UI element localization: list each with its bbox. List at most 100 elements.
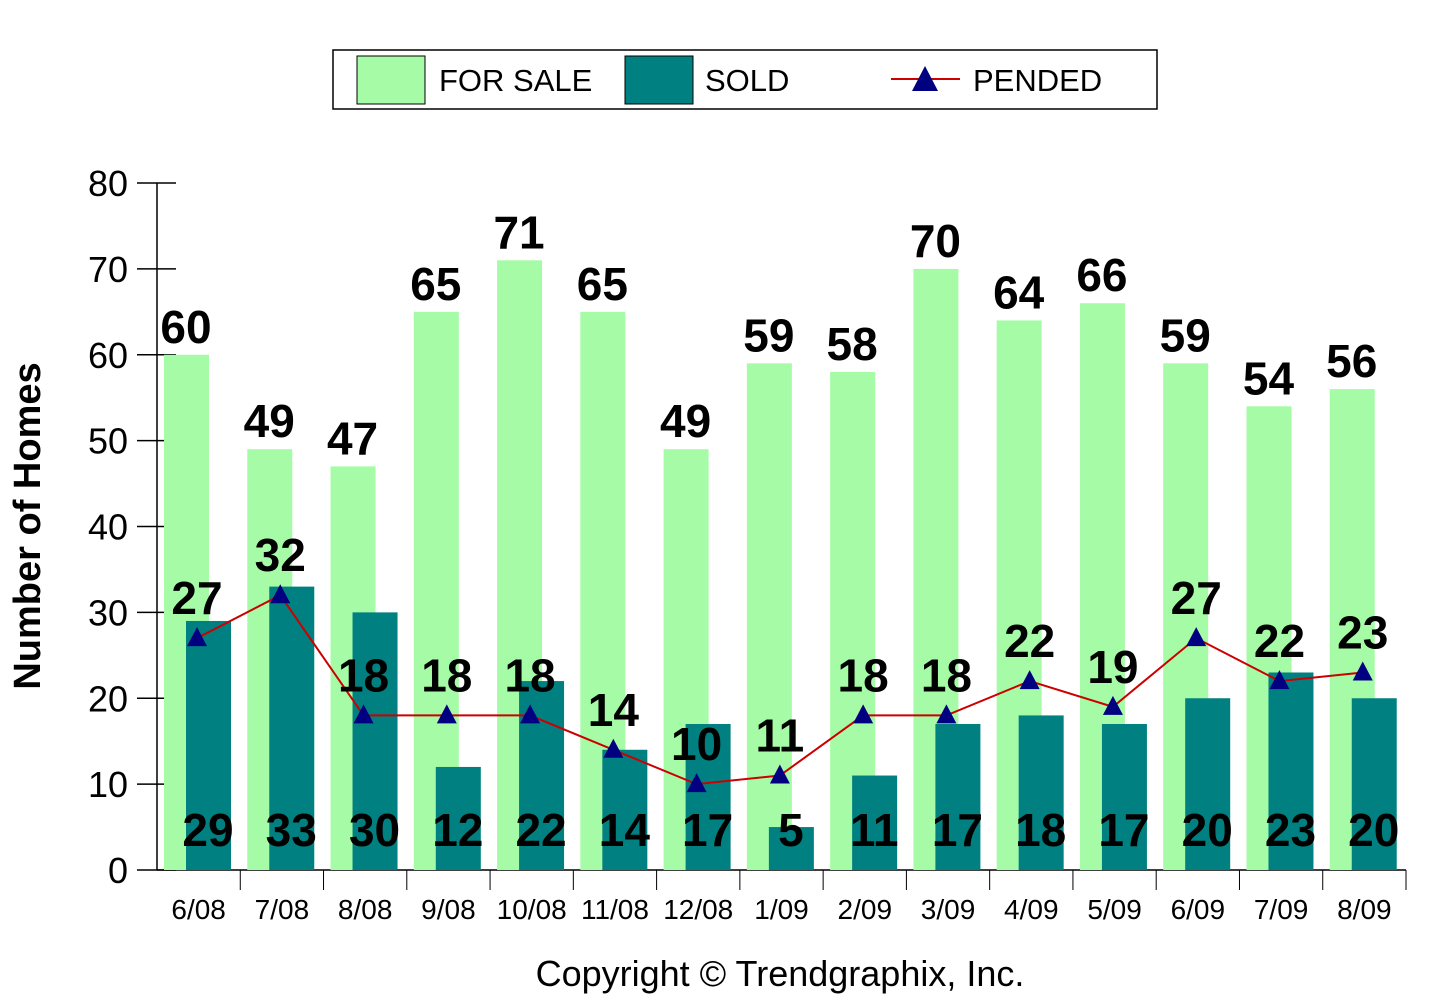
marker-pended — [353, 704, 374, 724]
y-tick-label: 70 — [88, 249, 128, 290]
bar-sold — [852, 775, 898, 870]
y-tick-label: 20 — [88, 678, 128, 719]
y-tick-label: 10 — [88, 764, 128, 805]
x-tick-label: 8/08 — [338, 894, 393, 925]
data-label-pended: 18 — [421, 649, 472, 701]
data-label-sold: 33 — [266, 804, 317, 856]
data-label-sold: 14 — [599, 804, 651, 856]
y-tick-label: 0 — [108, 850, 128, 891]
marker-pended — [936, 704, 957, 724]
data-label-for-sale: 64 — [993, 266, 1045, 318]
data-label-pended: 18 — [504, 649, 555, 701]
x-tick-label: 8/09 — [1337, 894, 1392, 925]
data-label-pended: 18 — [838, 649, 889, 701]
data-label-sold: 29 — [182, 804, 233, 856]
bar-sold — [935, 724, 981, 870]
x-tick-label: 4/09 — [1004, 894, 1059, 925]
y-tick-label: 60 — [88, 335, 128, 376]
data-label-pended: 18 — [921, 649, 972, 701]
marker-pended — [1019, 670, 1040, 690]
marker-pended — [769, 764, 790, 784]
data-label-sold: 20 — [1182, 804, 1233, 856]
y-tick-label: 30 — [88, 592, 128, 633]
data-label-for-sale: 49 — [660, 395, 711, 447]
data-label-pended: 27 — [171, 572, 222, 624]
data-label-sold: 30 — [349, 804, 400, 856]
data-label-pended: 19 — [1087, 641, 1138, 693]
data-label-for-sale: 58 — [827, 318, 878, 370]
data-label-for-sale: 65 — [410, 258, 461, 310]
legend-label-pended: PENDED — [973, 63, 1102, 98]
x-tick-label: 10/08 — [497, 894, 567, 925]
legend-swatch-for-sale — [356, 55, 426, 105]
y-tick-label: 40 — [88, 507, 128, 548]
bar-sold — [1101, 724, 1147, 870]
data-label-sold: 17 — [932, 804, 983, 856]
marker-pended — [436, 704, 457, 724]
x-tick-label: 7/09 — [1254, 894, 1309, 925]
y-axis-label: Number of Homes — [7, 362, 49, 689]
x-tick-label: 9/08 — [421, 894, 476, 925]
legend-swatch-sold — [624, 55, 694, 105]
data-label-pended: 11 — [756, 710, 805, 762]
data-label-pended: 22 — [1254, 615, 1305, 667]
data-label-for-sale: 65 — [577, 258, 628, 310]
copyright-text: Copyright © Trendgraphix, Inc. — [536, 953, 1025, 994]
y-tick-label: 80 — [88, 163, 128, 204]
data-label-for-sale: 71 — [493, 206, 544, 258]
data-label-sold: 17 — [682, 804, 733, 856]
marker-pended — [686, 773, 707, 793]
x-tick-label: 11/08 — [581, 894, 649, 925]
data-label-for-sale: 56 — [1326, 335, 1377, 387]
bar-sold — [1351, 698, 1397, 870]
bar-sold — [352, 612, 398, 870]
legend-box — [332, 49, 1158, 110]
x-tick-label: 6/08 — [171, 894, 226, 925]
data-label-for-sale: 59 — [1160, 309, 1211, 361]
plot-area: 0 10 20 30 40 50 60 70 80 60 27 29 6/08 49 32 33 7/08 47 1… — [88, 163, 1407, 925]
bar-sold — [1018, 715, 1064, 870]
data-label-for-sale: 60 — [160, 301, 211, 353]
marker-pended — [1269, 670, 1290, 690]
y-tick-label: 50 — [88, 421, 128, 462]
bar-for-sale — [746, 363, 792, 870]
bar-sold — [1185, 698, 1231, 870]
data-label-pended: 32 — [255, 529, 306, 581]
marker-pended — [1352, 661, 1373, 681]
data-label-sold: 12 — [432, 804, 483, 856]
legend-label-for-sale: FOR SALE — [439, 63, 592, 98]
legend-label-sold: SOLD — [705, 63, 789, 98]
legend: FOR SALE SOLD PENDED — [332, 49, 1158, 110]
data-label-for-sale: 70 — [910, 215, 961, 267]
bar-sold — [1268, 672, 1314, 870]
x-tick-label: 5/09 — [1087, 894, 1142, 925]
legend-marker-pended — [912, 66, 938, 91]
x-tick-label: 6/09 — [1171, 894, 1226, 925]
marker-pended — [1186, 627, 1207, 647]
data-label-sold: 22 — [515, 804, 566, 856]
data-label-sold: 18 — [1015, 804, 1066, 856]
x-tick-label: 3/09 — [921, 894, 976, 925]
data-label-sold: 20 — [1348, 804, 1399, 856]
x-tick-label: 7/08 — [255, 894, 310, 925]
data-label-pended: 18 — [338, 649, 389, 701]
bar-sold — [602, 749, 648, 870]
marker-pended — [1102, 695, 1123, 715]
data-label-sold: 5 — [778, 804, 804, 856]
marker-pended — [603, 738, 624, 758]
marker-pended — [520, 704, 541, 724]
data-label-for-sale: 54 — [1243, 352, 1295, 404]
x-tick-label: 12/08 — [663, 894, 733, 925]
bar-sold — [768, 827, 814, 870]
x-tick-label: 2/09 — [838, 894, 893, 925]
marker-pended — [853, 704, 874, 724]
data-label-sold: 17 — [1098, 804, 1149, 856]
data-label-sold: 23 — [1265, 804, 1316, 856]
data-label-pended: 27 — [1171, 572, 1222, 624]
data-label-for-sale: 47 — [327, 412, 378, 464]
data-label-for-sale: 59 — [743, 309, 794, 361]
data-label-sold: 11 — [850, 804, 899, 856]
bar-sold — [186, 620, 231, 870]
bar-sold — [435, 766, 481, 870]
